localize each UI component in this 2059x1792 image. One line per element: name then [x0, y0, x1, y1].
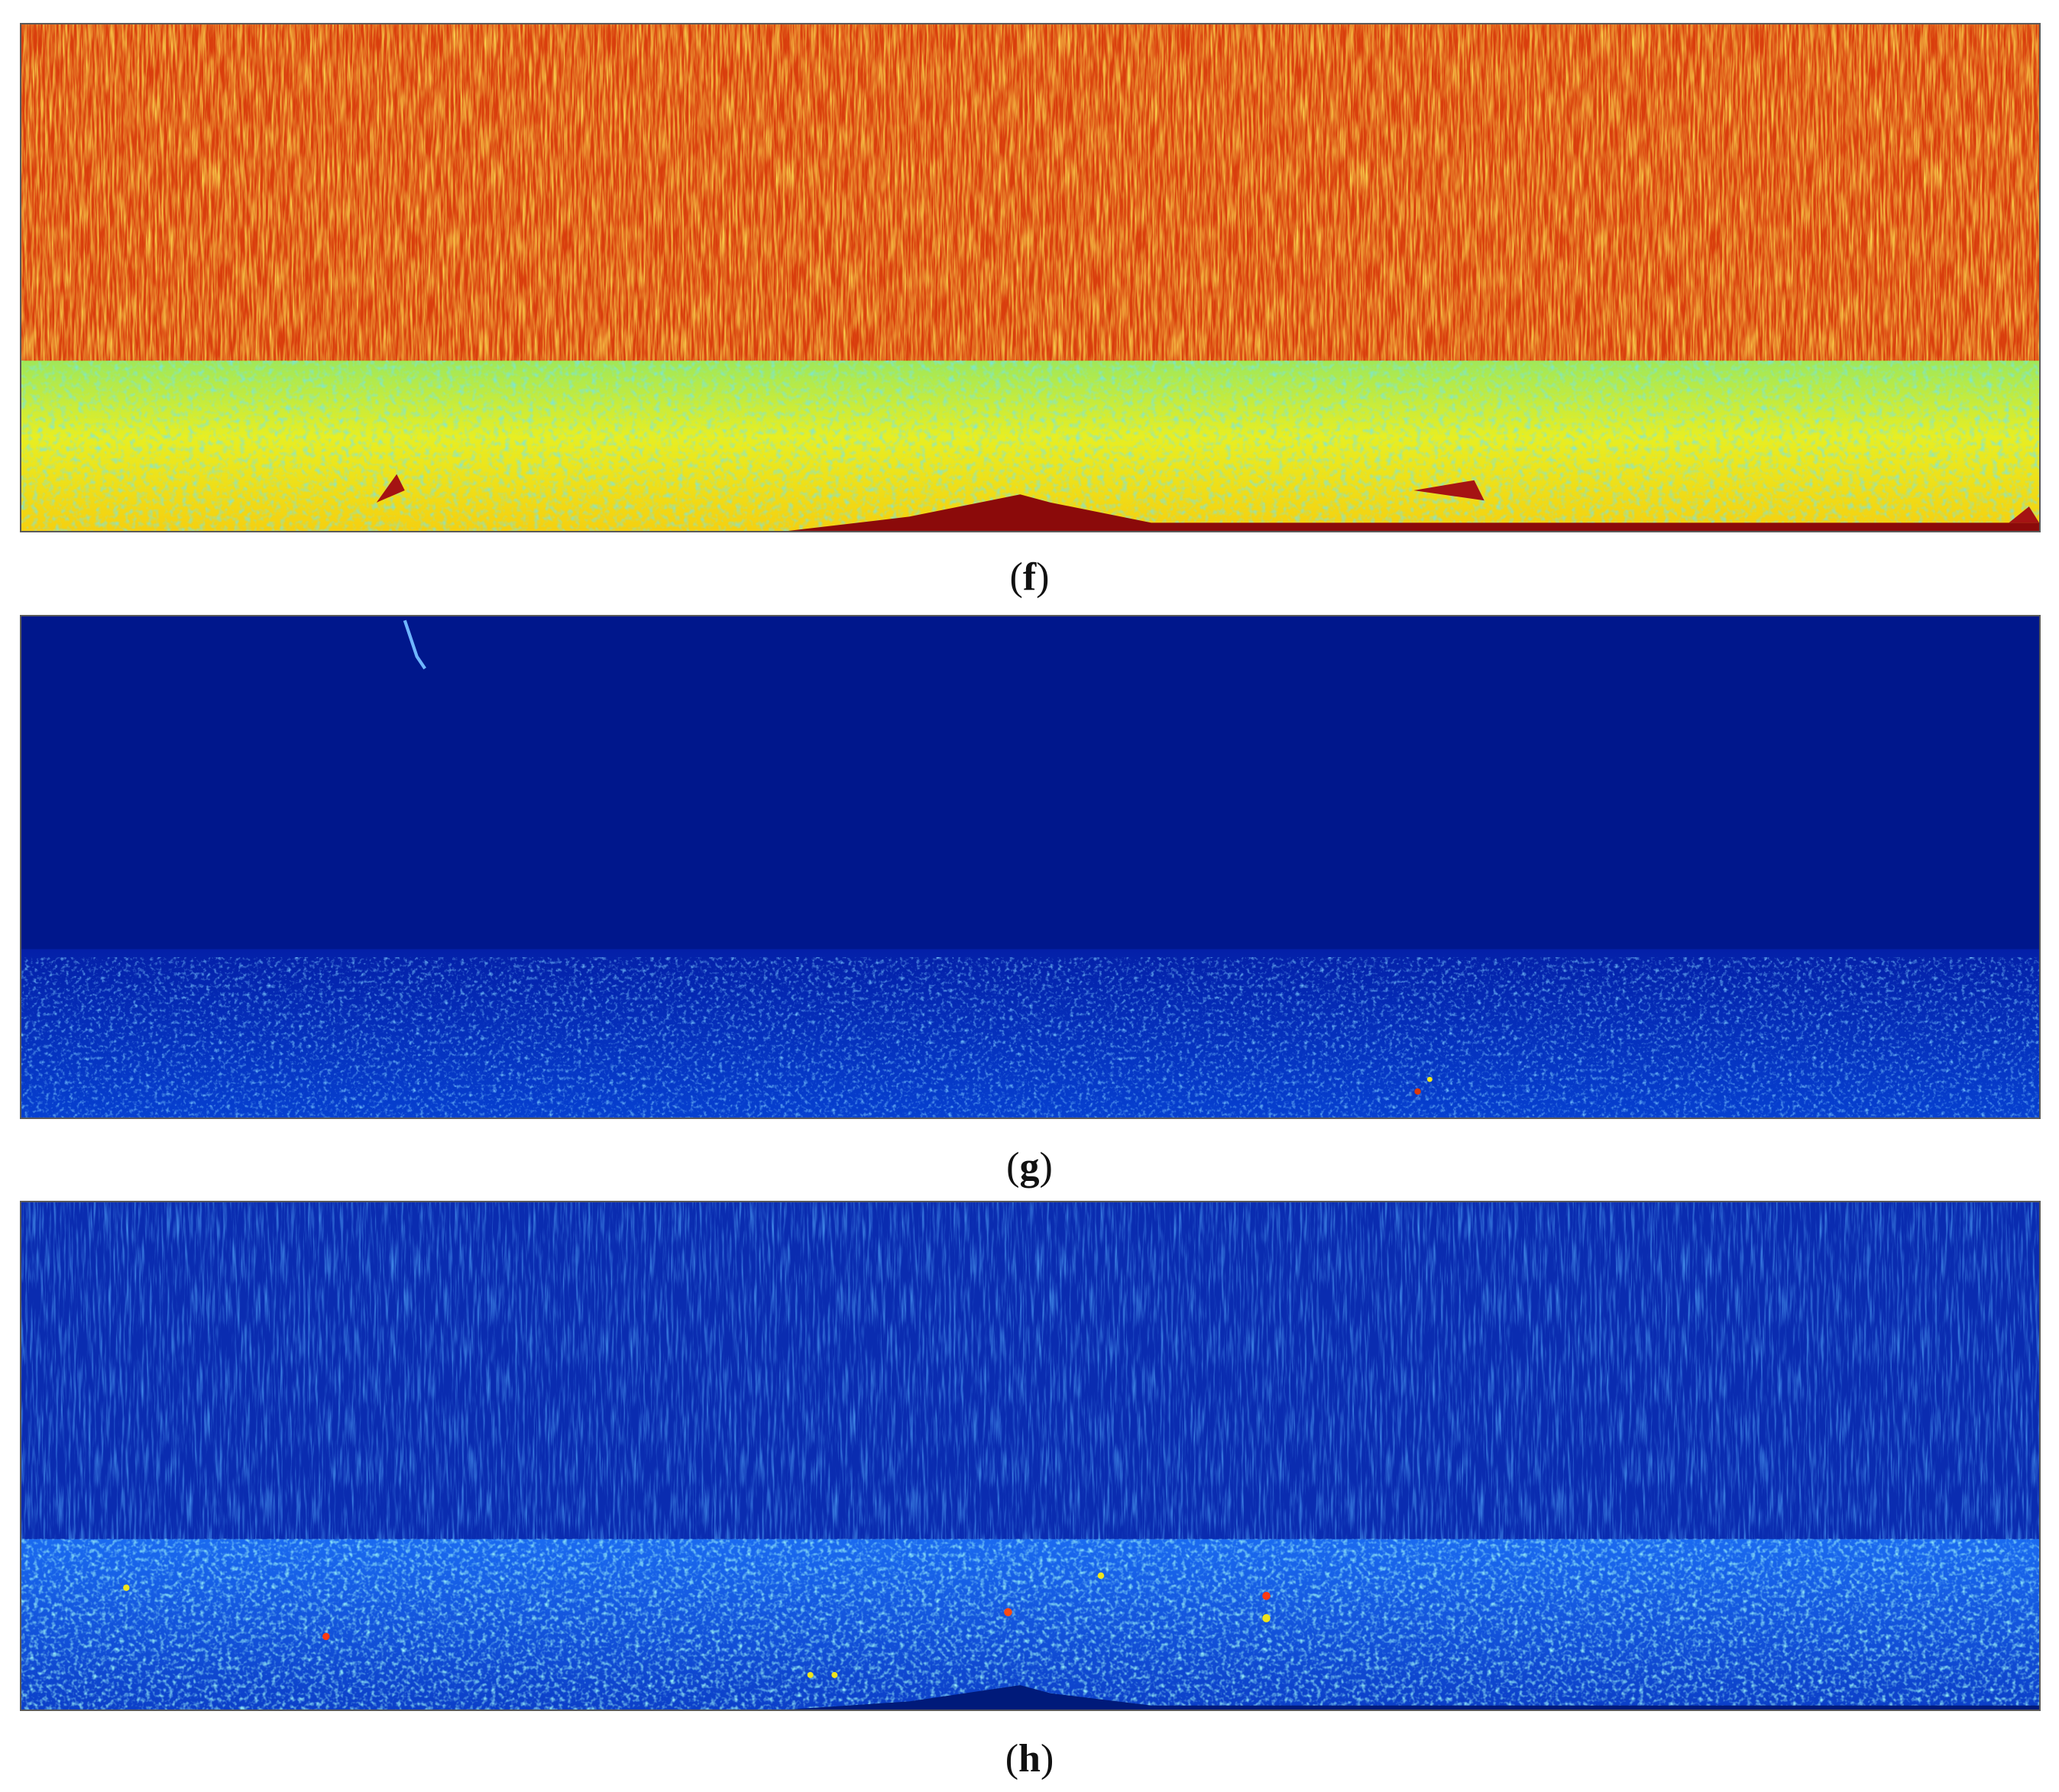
- caption-g: (g): [1006, 1145, 1053, 1189]
- panel-g-heatmap: [21, 616, 2039, 1118]
- caption-f: (f): [1009, 555, 1050, 599]
- panel-f-image: [20, 23, 2041, 532]
- panel-h-heatmap: [21, 1202, 2039, 1710]
- panel-f-heatmap: [21, 24, 2039, 531]
- panel-g-image: [20, 615, 2041, 1119]
- panel-h-image: [20, 1201, 2041, 1711]
- caption-h: (h): [1005, 1737, 1054, 1781]
